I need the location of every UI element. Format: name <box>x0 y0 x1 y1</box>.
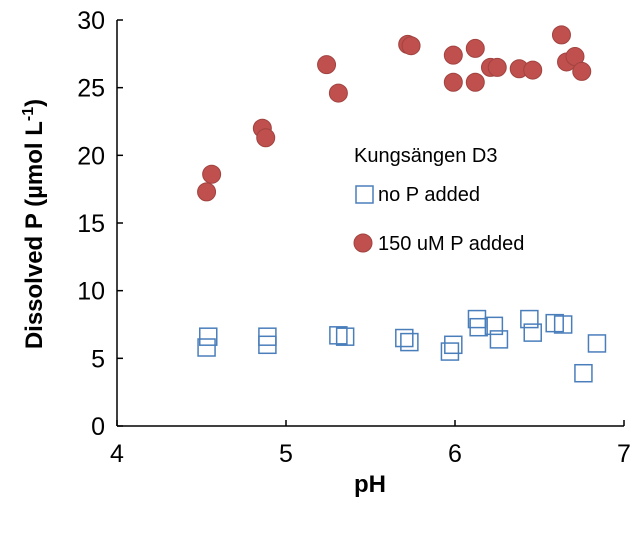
legend-title: Kungsängen D3 <box>354 145 497 167</box>
data-point-150-p <box>465 38 485 58</box>
data-point-no-p <box>197 338 216 357</box>
x-tick-label: 7 <box>617 440 631 468</box>
data-point-no-p <box>520 309 539 329</box>
y-axis-title-close: ) <box>21 99 48 107</box>
data-point-no-p <box>335 327 355 346</box>
legend-label-no-p: no P added <box>378 184 480 206</box>
data-point-no-p <box>587 334 607 353</box>
legend: Kungsängen D3 no P added 150 uM P added <box>353 145 524 255</box>
y-tick-label: 30 <box>77 7 105 35</box>
y-axis-title: Dissolved P (µmol L-1) <box>20 99 48 349</box>
data-point-no-p <box>395 328 414 348</box>
data-point-150-p <box>202 164 222 184</box>
axes: 4 5 6 7 0 5 10 15 20 25 30 <box>77 7 631 468</box>
data-point-no-p <box>199 327 218 346</box>
y-tick-label: 0 <box>91 413 105 441</box>
y-tick-label: 5 <box>91 345 105 373</box>
y-ticks: 0 5 10 15 20 25 30 <box>77 7 123 441</box>
data-point-no-p <box>258 327 277 346</box>
y-tick-label: 15 <box>77 210 105 238</box>
series-0 <box>197 309 607 383</box>
legend-marker-no-p <box>355 185 374 204</box>
data-point-no-p <box>444 335 463 355</box>
data-point-no-p <box>574 363 593 383</box>
y-tick-label: 20 <box>77 142 105 170</box>
data-point-150-p <box>317 55 337 75</box>
x-tick-label: 4 <box>110 440 124 468</box>
data-point-150-p <box>328 83 348 103</box>
data-point-no-p <box>523 323 542 342</box>
data-point-150-p <box>443 72 463 92</box>
data-point-150-p <box>572 61 592 81</box>
legend-label-150-p: 150 uM P added <box>378 233 524 255</box>
data-point-no-p <box>400 332 419 352</box>
data-point-150-p <box>256 128 276 148</box>
data-point-150-p <box>523 60 543 80</box>
y-tick-label: 10 <box>77 278 105 306</box>
data-point-no-p <box>484 316 504 336</box>
x-tick-label: 5 <box>279 440 293 468</box>
data-point-150-p <box>401 36 421 56</box>
x-axis-title: pH <box>354 471 386 498</box>
data-point-150-p <box>487 57 507 77</box>
data-point-no-p <box>553 315 573 334</box>
y-axis-title-superscript: -1 <box>20 107 37 121</box>
data-point-150-p <box>551 25 571 45</box>
data-point-150-p <box>197 182 217 202</box>
data-point-no-p <box>469 317 488 337</box>
data-point-no-p <box>329 326 348 345</box>
x-tick-label: 6 <box>448 440 462 468</box>
data-point-no-p <box>440 342 460 361</box>
data-point-150-p <box>443 45 463 65</box>
x-ticks: 4 5 6 7 <box>110 420 631 468</box>
data-point-150-p <box>465 72 485 92</box>
legend-marker-150-p <box>353 233 373 253</box>
y-tick-label: 25 <box>77 75 105 103</box>
data-point-no-p <box>489 330 509 349</box>
series-layer <box>197 25 607 383</box>
series-1 <box>197 25 592 202</box>
